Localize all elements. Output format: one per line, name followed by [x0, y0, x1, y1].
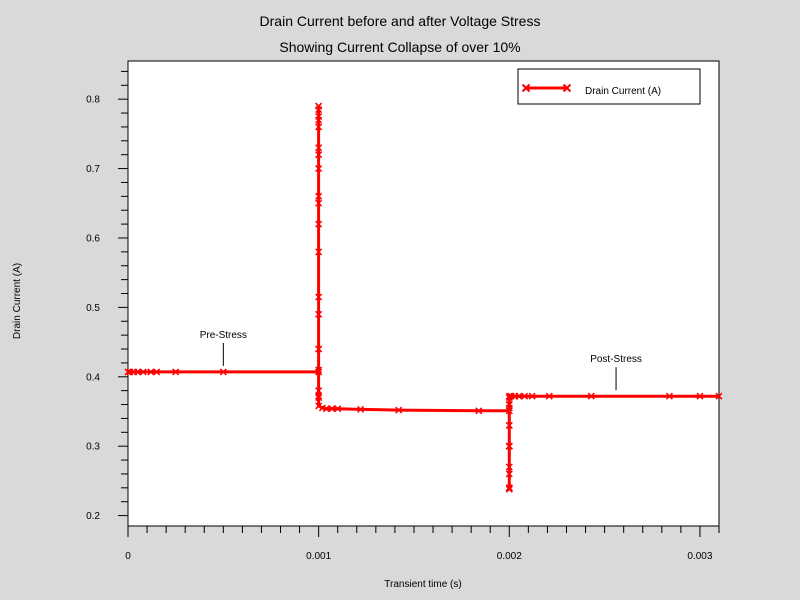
- data-point: [315, 192, 323, 200]
- data-point: [153, 368, 161, 376]
- series-layer: [124, 102, 723, 493]
- data-point: [315, 394, 323, 402]
- y-tick-label: 0.2: [86, 511, 100, 522]
- chart-subtitle: Showing Current Collapse of over 10%: [279, 39, 520, 55]
- data-point: [134, 368, 142, 376]
- data-point: [395, 406, 403, 414]
- data-point: [587, 392, 595, 400]
- data-point: [475, 407, 483, 415]
- data-point: [696, 392, 704, 400]
- data-point: [528, 392, 536, 400]
- x-tick-label: 0.002: [497, 551, 522, 562]
- data-point: [315, 151, 323, 159]
- x-tick-label: 0.003: [687, 551, 712, 562]
- data-point: [505, 470, 513, 478]
- data-point: [315, 293, 323, 301]
- data-point: [665, 392, 673, 400]
- data-point: [172, 368, 180, 376]
- data-point: [315, 116, 323, 124]
- data-point: [505, 392, 513, 400]
- annotation-label: Post-Stress: [590, 354, 642, 365]
- legend-markers: [521, 83, 572, 93]
- y-tick-label: 0.4: [86, 372, 100, 383]
- data-point: [505, 484, 513, 492]
- y-axis-label: Drain Current (A): [12, 263, 23, 339]
- data-point: [328, 405, 336, 413]
- data-point: [315, 144, 323, 152]
- data-point: [147, 368, 155, 376]
- legend-marker: [562, 83, 572, 93]
- data-point: [715, 392, 723, 400]
- data-point: [357, 405, 365, 413]
- y-tick-label: 0.3: [86, 442, 100, 453]
- annotation-label: Pre-Stress: [200, 330, 247, 341]
- data-point: [515, 392, 523, 400]
- x-axis-label: Transient time (s): [384, 579, 461, 590]
- data-point: [124, 368, 132, 376]
- y-tick-label: 0.5: [86, 303, 100, 314]
- plot-area: [127, 60, 720, 527]
- y-tick-label: 0.7: [86, 164, 100, 175]
- data-point: [315, 123, 323, 131]
- data-point: [315, 165, 323, 173]
- x-tick-label: 0: [125, 551, 131, 562]
- data-point: [505, 421, 513, 429]
- data-point: [315, 220, 323, 228]
- y-tick-label: 0.8: [86, 95, 100, 106]
- data-point: [315, 402, 323, 410]
- chart-title: Drain Current before and after Voltage S…: [260, 13, 541, 29]
- data-point: [521, 392, 529, 400]
- data-point: [315, 199, 323, 207]
- data-point: [545, 392, 553, 400]
- data-point: [505, 442, 513, 450]
- y-tick-label: 0.6: [86, 233, 100, 244]
- data-point: [315, 387, 323, 395]
- data-point: [505, 485, 513, 493]
- data-point: [315, 368, 323, 376]
- legend-marker: [521, 83, 531, 93]
- data-point: [315, 345, 323, 353]
- data-point: [505, 407, 513, 415]
- x-axis: 0 0.001 0.002 0.003: [125, 526, 720, 562]
- legend-label: Drain Current (A): [585, 86, 661, 97]
- data-point: [315, 102, 323, 110]
- series: [124, 102, 723, 493]
- data-point: [315, 310, 323, 318]
- legend: Drain Current (A): [517, 68, 701, 105]
- data-point: [505, 463, 513, 471]
- data-point: [315, 392, 323, 400]
- data-point: [219, 368, 227, 376]
- data-point: [315, 248, 323, 256]
- data-point: [322, 405, 330, 413]
- y-axis: 0.2 0.3 0.4 0.5 0.6 0.7 0.8: [86, 70, 128, 522]
- data-point: [334, 405, 342, 413]
- x-tick-label: 0.001: [306, 551, 331, 562]
- data-point: [505, 401, 513, 409]
- data-point: [139, 368, 147, 376]
- data-point: [315, 366, 323, 374]
- annotations: Pre-Stress Post-Stress: [200, 330, 642, 391]
